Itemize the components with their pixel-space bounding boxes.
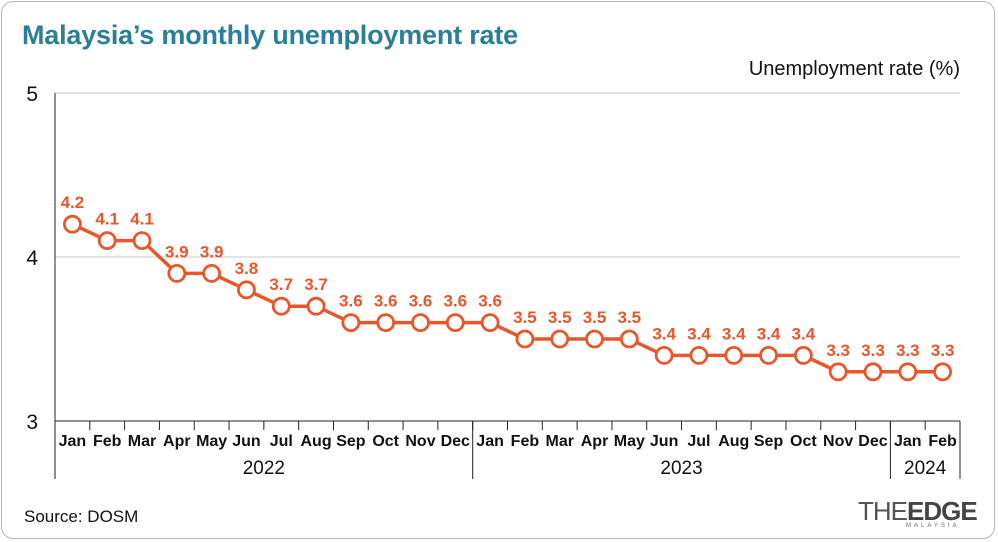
data-point xyxy=(445,313,465,333)
x-tick-label: Mar xyxy=(545,433,573,450)
data-label: 3.3 xyxy=(861,341,885,360)
data-point xyxy=(619,329,639,349)
x-tick-label: Nov xyxy=(823,433,853,450)
data-label: 3.6 xyxy=(339,292,363,311)
data-label: 4.1 xyxy=(130,210,154,229)
data-point xyxy=(341,313,361,333)
data-label: 3.6 xyxy=(478,292,502,311)
data-label: 3.3 xyxy=(826,341,850,360)
x-tick-label: Jan xyxy=(59,433,87,450)
year-label: 2024 xyxy=(904,458,947,479)
y-tick-label: 5 xyxy=(26,83,38,106)
data-label: 3.4 xyxy=(722,324,746,343)
x-tick-label: Jul xyxy=(687,433,710,450)
data-label: 3.3 xyxy=(896,341,920,360)
x-tick-label: Jan xyxy=(476,433,504,450)
data-point xyxy=(863,362,883,382)
y-tick-label: 4 xyxy=(26,247,38,270)
x-tick-label: Feb xyxy=(928,433,957,450)
x-tick-label: Nov xyxy=(405,433,435,450)
x-tick-label: Jun xyxy=(232,433,260,450)
x-tick-label: Aug xyxy=(718,433,749,450)
data-point xyxy=(793,345,813,365)
data-point xyxy=(898,362,918,382)
x-tick-label: Jan xyxy=(894,433,922,450)
data-label: 3.4 xyxy=(687,324,711,343)
x-tick-label: Feb xyxy=(511,433,540,450)
data-label: 3.5 xyxy=(618,308,642,327)
data-point xyxy=(828,362,848,382)
year-label: 2023 xyxy=(660,458,702,479)
data-point xyxy=(411,313,430,333)
data-point xyxy=(202,263,222,283)
source-note: Source: DOSM xyxy=(24,507,139,526)
data-point xyxy=(654,345,674,365)
data-label: 3.4 xyxy=(652,324,676,343)
data-point xyxy=(515,329,535,349)
data-point xyxy=(271,296,291,316)
data-point xyxy=(132,231,152,251)
data-label: 4.1 xyxy=(95,210,119,229)
x-tick-label: Jun xyxy=(650,433,678,450)
x-tick-label: Sep xyxy=(754,433,784,450)
data-label: 3.5 xyxy=(548,308,572,327)
data-point xyxy=(933,362,952,382)
x-tick-label: Dec xyxy=(441,433,470,450)
data-point xyxy=(759,345,778,365)
data-label: 3.6 xyxy=(409,292,433,311)
data-label: 3.9 xyxy=(165,242,189,261)
data-point xyxy=(480,313,500,333)
data-point xyxy=(724,345,744,365)
data-point xyxy=(306,296,326,316)
data-point xyxy=(63,214,82,234)
y-tick-label: 3 xyxy=(26,411,38,434)
data-label: 3.5 xyxy=(513,308,537,327)
x-tick-label: Aug xyxy=(301,433,332,450)
x-tick-label: Apr xyxy=(581,433,609,450)
data-label: 3.6 xyxy=(443,292,467,311)
data-point xyxy=(550,329,570,349)
data-label: 3.7 xyxy=(269,275,293,294)
data-label: 3.3 xyxy=(931,341,955,360)
x-tick-label: Sep xyxy=(336,433,366,450)
data-label: 3.9 xyxy=(200,242,224,261)
data-point xyxy=(237,280,256,300)
x-tick-label: Oct xyxy=(790,433,817,450)
x-tick-label: May xyxy=(614,433,645,450)
data-point xyxy=(97,231,117,251)
data-label: 3.6 xyxy=(374,292,398,311)
data-label: 3.8 xyxy=(235,259,259,278)
data-label: 3.5 xyxy=(583,308,607,327)
data-label: 4.2 xyxy=(61,193,85,212)
x-tick-label: Mar xyxy=(128,433,156,450)
data-label: 3.4 xyxy=(792,324,816,343)
x-tick-label: Oct xyxy=(372,433,399,450)
x-tick-label: Apr xyxy=(163,433,191,450)
data-label: 3.4 xyxy=(757,324,781,343)
the-edge-logo: THEEDGE MALAYSIA xyxy=(858,496,978,529)
x-tick-label: Dec xyxy=(858,433,887,450)
x-tick-label: Jul xyxy=(270,433,293,450)
data-point xyxy=(585,329,604,349)
chart-title: Malaysia’s monthly unemployment rate xyxy=(22,20,518,50)
year-label: 2022 xyxy=(243,458,285,479)
data-point xyxy=(167,263,187,283)
data-point xyxy=(376,313,396,333)
x-tick-label: Feb xyxy=(93,433,122,450)
data-point xyxy=(689,345,709,365)
data-label: 3.7 xyxy=(304,275,328,294)
y-axis-unit-label: Unemployment rate (%) xyxy=(748,58,960,80)
x-tick-label: May xyxy=(196,433,227,450)
